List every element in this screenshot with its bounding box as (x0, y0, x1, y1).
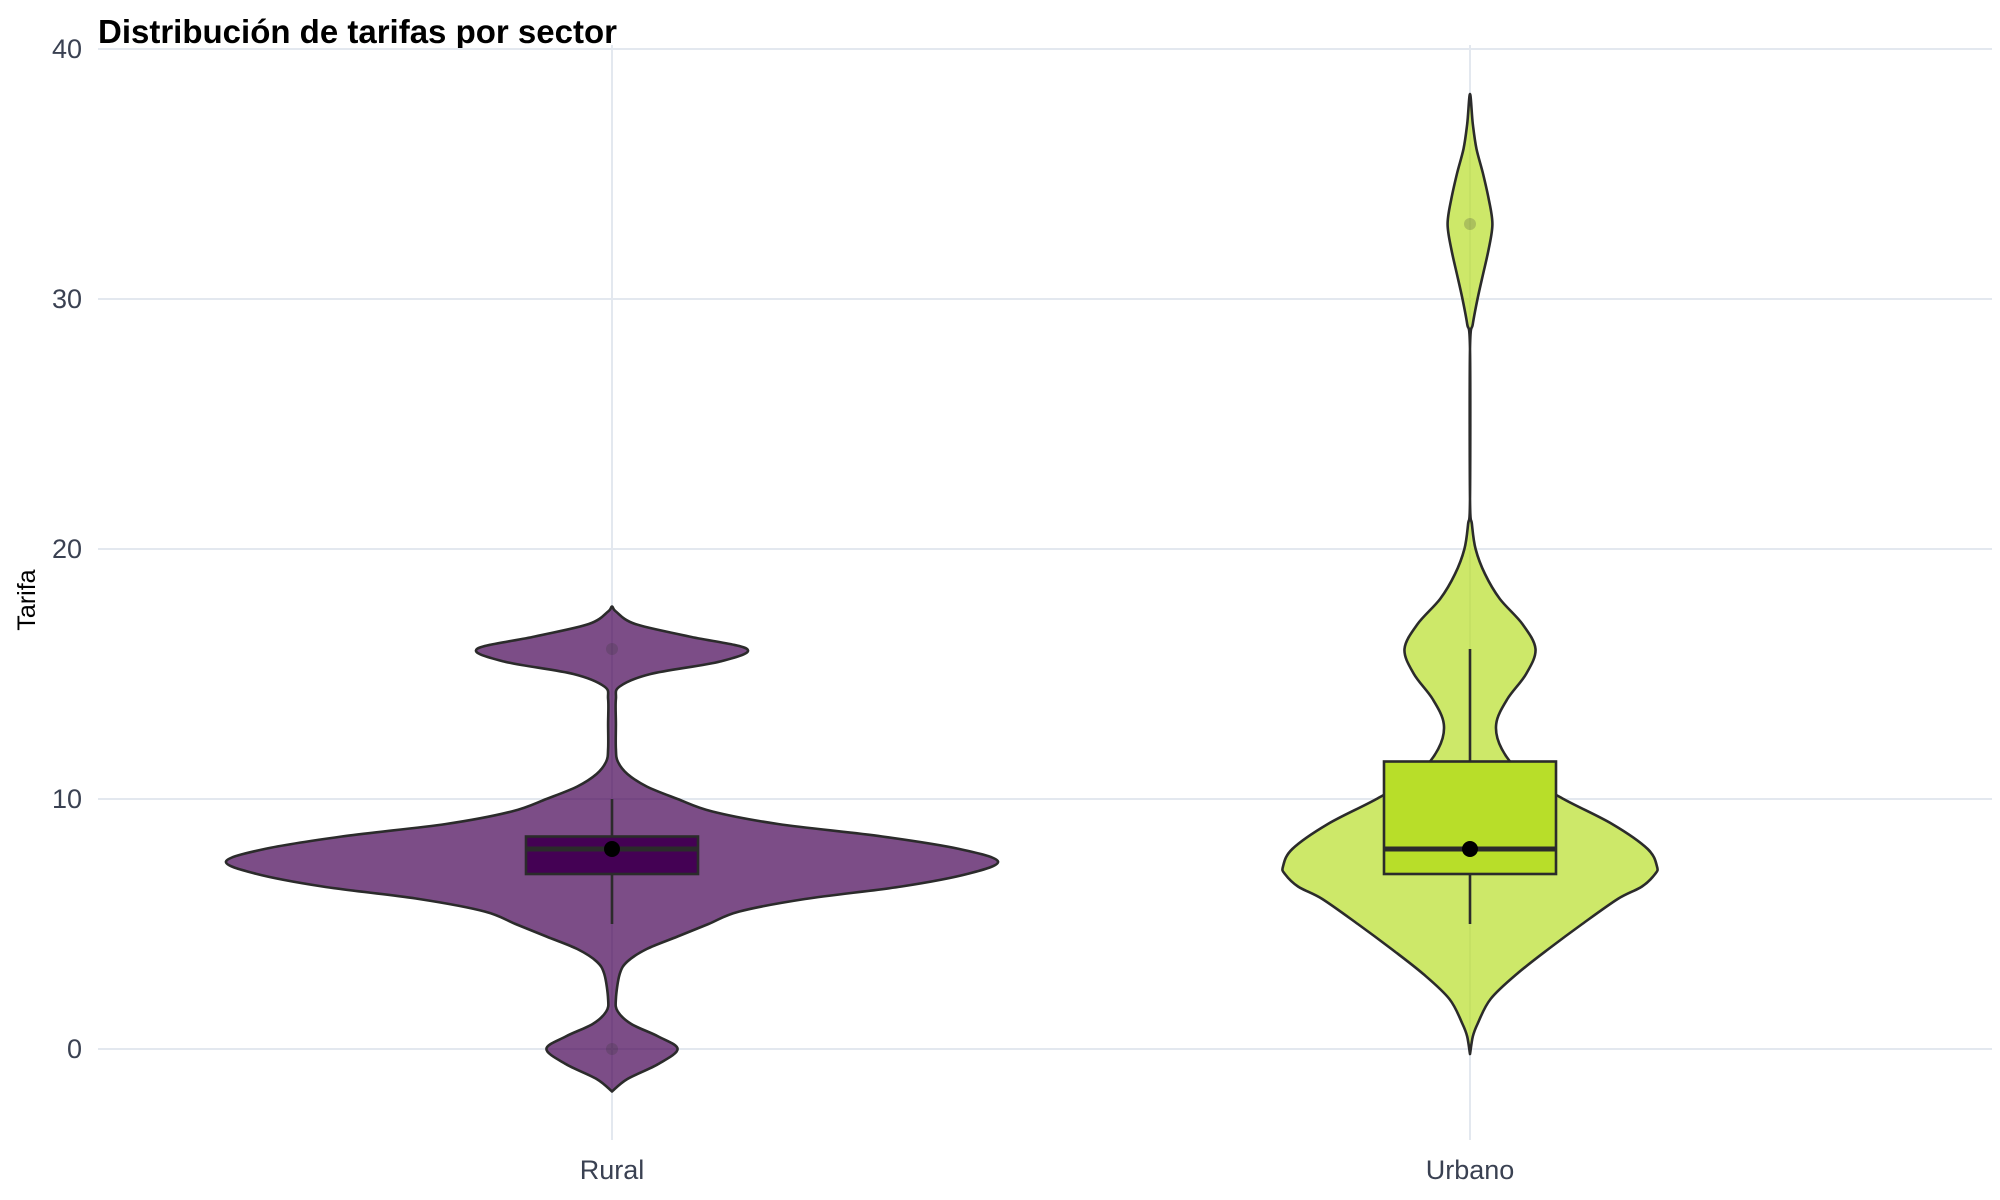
mean-point-rural (604, 841, 620, 857)
violin-urbano (1281, 92, 1659, 1056)
tick-layer: 0 10 20 30 40 Rural Urbano (52, 34, 1514, 1185)
violin-layer (224, 92, 1659, 1093)
outlier-point-urbano (1464, 218, 1476, 230)
outlier-point-rural (606, 1043, 618, 1055)
box-urbano (1382, 760, 1558, 876)
y-tick-label: 40 (52, 34, 82, 64)
y-tick-label: 0 (67, 1034, 82, 1064)
grid-layer (98, 45, 1992, 1140)
y-tick-label: 20 (52, 534, 82, 564)
y-tick-label: 30 (52, 284, 82, 314)
x-tick-label: Rural (580, 1155, 645, 1185)
y-axis-title: Tarifa (13, 569, 41, 630)
x-tick-label: Urbano (1426, 1155, 1515, 1185)
y-tick-label: 10 (52, 784, 82, 814)
outlier-point-rural (606, 643, 618, 655)
chart-title: Distribución de tarifas por sector (98, 13, 617, 50)
point-layer (604, 218, 1478, 1055)
mean-point-urbano (1462, 841, 1478, 857)
